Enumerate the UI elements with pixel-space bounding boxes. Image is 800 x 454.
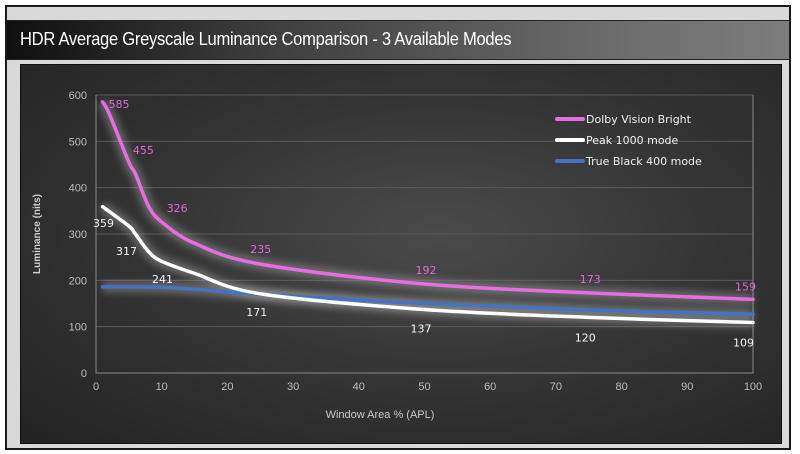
data-label: 173	[580, 273, 601, 286]
y-tick-label: 100	[69, 322, 87, 334]
data-label: 159	[735, 280, 756, 293]
data-label: 137	[411, 323, 432, 336]
y-tick-label: 600	[69, 90, 87, 102]
x-tick-label: 10	[156, 381, 168, 393]
legend-label: Dolby Vision Bright	[586, 113, 692, 126]
x-tick-label: 80	[615, 381, 627, 393]
data-label: 235	[250, 243, 271, 256]
y-tick-label: 300	[69, 229, 87, 241]
data-labels: 585 455 326 235 192 173 159 359 317 241 171 137 120 1…	[93, 98, 756, 350]
data-label: 359	[93, 217, 114, 230]
x-tick-label: 0	[93, 381, 99, 393]
x-tick-label: 50	[418, 381, 430, 393]
series-line-peak-1000-mode	[100, 204, 755, 325]
data-label: 241	[152, 273, 173, 286]
plot-border	[95, 95, 754, 374]
series-line-dolby-vision-bright	[100, 100, 755, 302]
x-tick-label: 70	[550, 381, 562, 393]
data-label: 120	[575, 331, 596, 344]
y-tick-label: 200	[69, 275, 87, 287]
data-label: 585	[109, 98, 130, 111]
axes: 0 100 200 300 400 500 600 0 10 20 30 40 50 60 70 80 90 10…	[69, 90, 763, 393]
x-tick-label: 90	[681, 381, 693, 393]
x-tick-label: 60	[484, 381, 496, 393]
data-label: 317	[116, 245, 137, 258]
y-tick-label: 500	[69, 136, 87, 148]
x-tick-label: 30	[287, 381, 299, 393]
y-axis-title: Luminance (nits)	[32, 194, 43, 274]
series-lines	[100, 100, 755, 325]
x-tick-label: 40	[353, 381, 365, 393]
title-bar: HDR Average Greyscale Luminance Comparis…	[7, 20, 789, 60]
data-label: 455	[133, 144, 154, 157]
y-tick-label: 0	[81, 368, 87, 380]
chart-title: HDR Average Greyscale Luminance Comparis…	[20, 29, 512, 49]
x-tick-label: 20	[221, 381, 233, 393]
data-label: 192	[416, 264, 437, 277]
y-tick-label: 400	[69, 183, 87, 195]
legend: Dolby Vision Bright Peak 1000 mode True Bl…	[555, 113, 702, 168]
legend-label: Peak 1000 mode	[586, 134, 679, 147]
data-label: 171	[246, 306, 267, 319]
data-label: 326	[167, 202, 188, 215]
x-axis-title: Window Area % (APL)	[326, 409, 435, 421]
data-label: 109	[733, 336, 754, 349]
x-tick-label: 100	[744, 381, 762, 393]
legend-label: True Black 400 mode	[585, 155, 702, 168]
